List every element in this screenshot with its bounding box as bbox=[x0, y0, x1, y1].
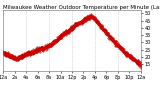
Text: Milwaukee Weather Outdoor Temperature per Minute (Last 24 Hours): Milwaukee Weather Outdoor Temperature pe… bbox=[3, 5, 160, 10]
